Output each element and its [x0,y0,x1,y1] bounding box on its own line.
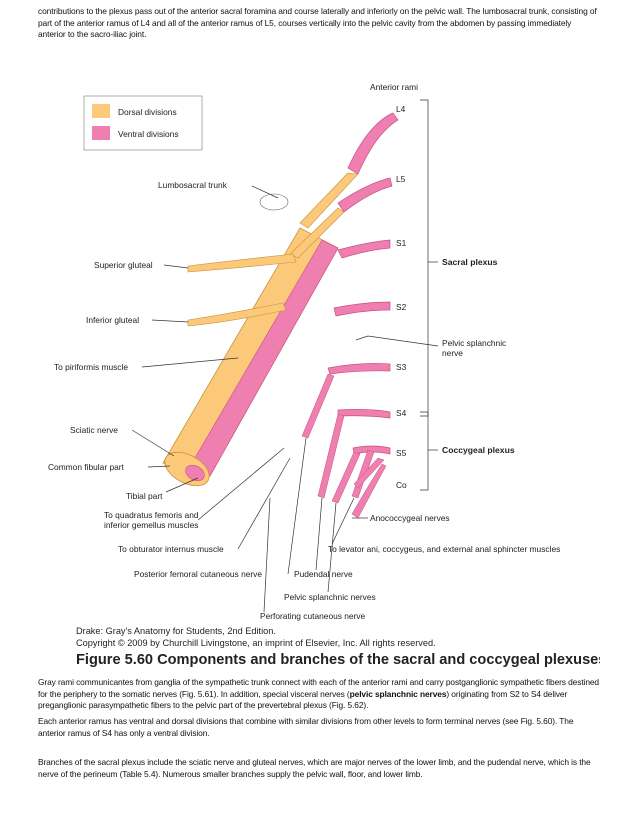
legend-dorsal: Dorsal divisions [118,107,177,117]
s3-label: S3 [396,362,407,372]
inferior-gluteal-label: Inferior gluteal [86,315,139,325]
coccygeal-bracket [420,411,429,491]
co-label: Co [396,480,407,490]
l5-label: L5 [396,174,406,184]
paragraph-intro: contributions to the plexus pass out of … [38,6,597,40]
pelvic-splanchnic-nerves-label: Pelvic splanchnic nerves [284,592,376,602]
paragraph-gray-rami-part2: ) originating from S2 to S4 deliver preg… [38,688,568,711]
obturator-label: To obturator internus muscle [118,544,224,554]
s2-label: S2 [396,302,407,312]
credit-line-1: Drake: Gray's Anatomy for Students, 2nd … [76,626,276,636]
dorsal-swatch [92,104,110,118]
to-piriformis-label: To piriformis muscle [54,362,128,372]
anococcygeal-label: Anococcygeal nerves [370,513,450,523]
sacral-bracket [420,99,429,417]
l4-label: L4 [396,104,406,114]
common-fibular-label: Common fibular part [48,462,125,472]
levator-label: To levator ani, coccygeus, and external … [328,544,560,554]
quadratus-label-1: To quadratus femoris and [104,510,199,520]
superior-gluteal-label: Superior gluteal [94,260,153,270]
posterior-femoral-label: Posterior femoral cutaneous nerve [134,569,262,579]
sacral-plexus-label: Sacral plexus [442,257,498,267]
pudendal-label: Pudendal nerve [294,569,353,579]
tibial-part-label: Tibial part [126,491,163,501]
paragraph-branches: Branches of the sacral plexus include th… [38,757,591,779]
pelvic-splanchnic-bold: pelvic splanchnic nerves [349,688,447,699]
s1-label: S1 [396,238,407,248]
quadratus-label-2: inferior gemellus muscles [104,520,199,530]
paragraph-gray-rami-part1: Gray rami communicantes from ganglia of … [38,677,599,699]
lumbosacral-trunk-label: Lumbosacral trunk [158,180,228,190]
nerve-illustration [162,112,399,519]
pelvic-splanchnic-label-1: Pelvic splanchnic [442,338,506,348]
sciatic-nerve-label: Sciatic nerve [70,425,118,435]
ventral-swatch [92,126,110,140]
perforating-label: Perforating cutaneous nerve [260,611,366,621]
credit-line-2: Copyright © 2009 by Churchill Livingston… [76,638,436,648]
s4-label: S4 [396,408,407,418]
paragraph-gray-rami: Gray rami communicantes from ganglia of … [38,677,600,712]
pelvic-splanchnic-label-2: nerve [442,348,463,358]
s5-label: S5 [396,448,407,458]
legend-ventral: Ventral divisions [118,129,179,139]
paragraph-anterior-ramus: Each anterior ramus has ventral and dors… [38,716,574,738]
figure-caption: Figure 5.60 Components and branches of t… [76,652,600,668]
legend: Dorsal divisions Ventral divisions [83,95,203,151]
coccygeal-plexus-label: Coccygeal plexus [442,445,515,455]
anterior-rami-label: Anterior rami [370,82,418,92]
sacral-plexus-figure: Dorsal divisions Ventral divisions [38,78,600,673]
